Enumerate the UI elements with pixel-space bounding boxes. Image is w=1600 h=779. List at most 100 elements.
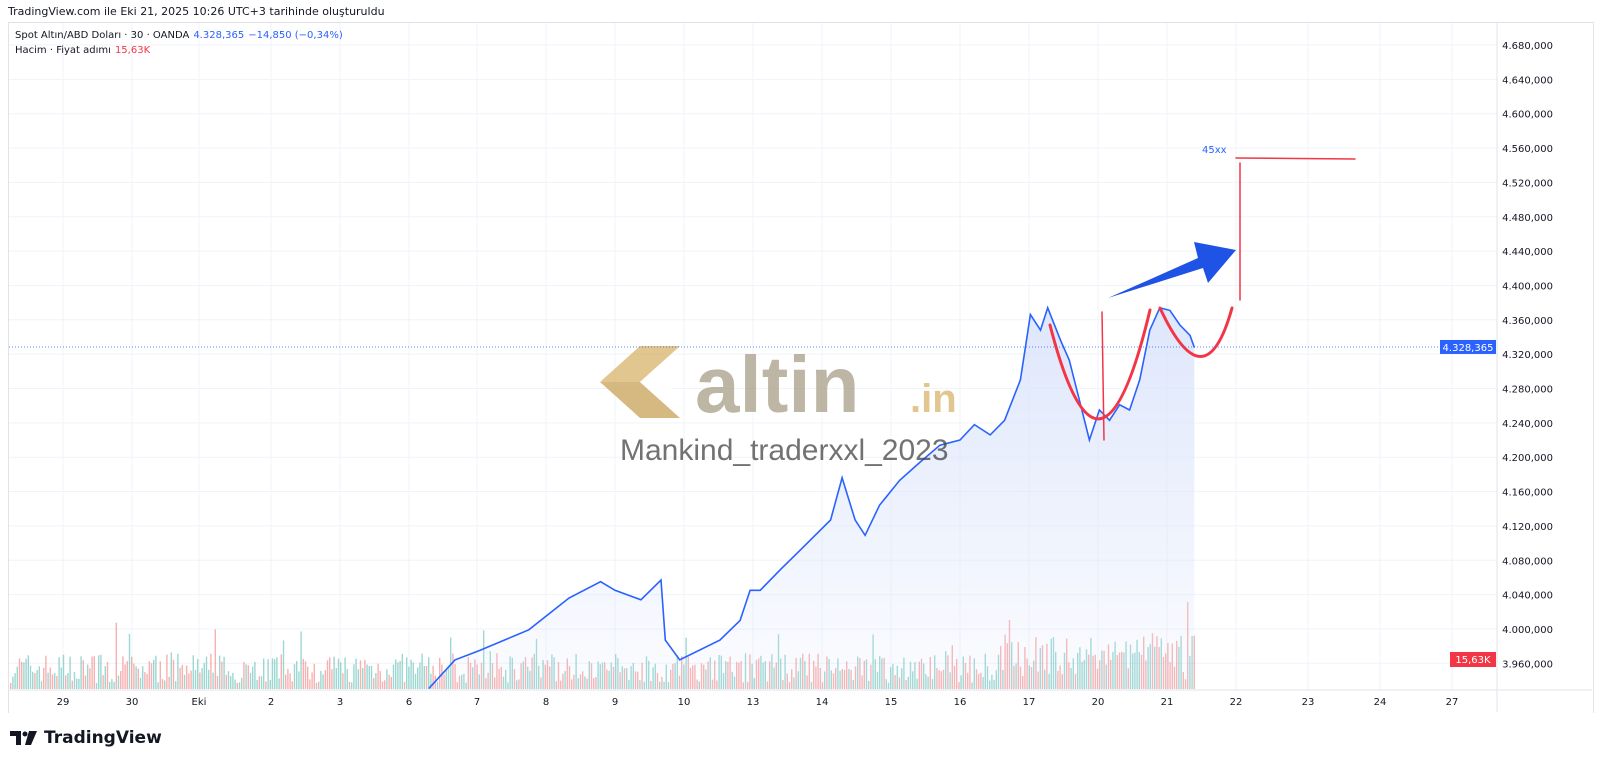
price-point <box>568 597 570 599</box>
price-point <box>454 659 456 661</box>
price-point <box>664 639 666 641</box>
volume-bar <box>375 672 377 689</box>
volume-bar <box>155 655 157 689</box>
price-point <box>749 589 751 591</box>
x-tick-label: 3 <box>337 697 343 708</box>
x-tick-label: 8 <box>543 697 549 708</box>
price-point <box>1088 439 1090 441</box>
volume-bar <box>144 672 146 689</box>
y-tick-label: 4.600,000 <box>1502 110 1553 121</box>
volume-bar <box>32 671 34 689</box>
volume-bar <box>93 656 95 689</box>
x-tick-label: 27 <box>1446 697 1459 708</box>
volume-bar <box>201 668 203 689</box>
volume-bar <box>381 681 384 689</box>
volume-bar <box>392 664 395 689</box>
volume-bar <box>73 671 76 689</box>
x-tick-label: 17 <box>1023 697 1036 708</box>
volume-bar <box>322 674 324 689</box>
x-tick-label: 6 <box>406 697 412 708</box>
y-tick-label: 4.000,000 <box>1502 625 1553 636</box>
volume-bar <box>84 675 87 689</box>
volume-bar <box>124 664 126 689</box>
volume-bar <box>14 673 16 689</box>
volume-bar <box>313 663 315 689</box>
price-point <box>1068 359 1070 361</box>
volume-bar <box>337 658 340 689</box>
volume-bar <box>241 677 243 689</box>
x-tick-label: 30 <box>126 697 139 708</box>
volume-bar <box>359 660 362 689</box>
y-tick-label: 4.640,000 <box>1502 75 1553 86</box>
price-point <box>1129 409 1131 411</box>
volume-bar <box>197 658 199 689</box>
cup-depth-line <box>1101 311 1105 441</box>
volume-bar <box>221 661 223 689</box>
volume-bar <box>291 681 293 689</box>
volume-bar <box>104 666 106 689</box>
volume-bar <box>199 672 201 689</box>
volume-bar <box>95 682 98 689</box>
volume-bar <box>122 656 124 689</box>
volume-bar <box>214 629 216 689</box>
volume-bar <box>232 672 234 689</box>
price-point <box>739 619 741 621</box>
volume-bar <box>276 657 278 689</box>
volume-bar <box>34 673 36 689</box>
volume-bar <box>29 665 32 689</box>
volume-bar <box>351 682 353 689</box>
volume-bar <box>342 673 344 689</box>
volume-bar <box>23 662 25 689</box>
volume-bar <box>329 657 331 689</box>
symbol-price: 4.328,365 <box>193 30 245 41</box>
volume-bar <box>324 670 326 689</box>
symbol-name: Spot Altın/ABD Doları · 30 · OANDA <box>15 30 190 41</box>
volume-bar <box>274 659 276 689</box>
y-tick-label: 4.680,000 <box>1502 41 1553 52</box>
volume-bar <box>238 682 241 689</box>
tradingview-logo-text: TradingView <box>44 728 162 748</box>
price-point <box>428 687 430 689</box>
last-price-badge <box>1440 339 1496 354</box>
volume-legend[interactable]: Hacim · Fiyat adımı 15,63K <box>15 43 343 58</box>
x-tick-label: 23 <box>1302 697 1315 708</box>
price-line[interactable] <box>428 305 1196 689</box>
volume-bar <box>164 680 166 689</box>
price-point <box>640 599 642 601</box>
volume-bar <box>175 681 177 689</box>
symbol-legend[interactable]: Spot Altın/ABD Doları · 30 · OANDA 4.328,… <box>15 28 343 43</box>
drawings[interactable] <box>1048 157 1356 441</box>
price-point <box>779 569 781 571</box>
price-point <box>919 461 921 463</box>
volume-bar <box>210 653 212 689</box>
volume-bar <box>379 671 381 689</box>
watermark-brand-suffix: .in <box>910 377 957 421</box>
tradingview-logo[interactable]: TradingView <box>10 728 162 748</box>
volume-bar <box>25 658 27 689</box>
price-point <box>1098 409 1101 411</box>
volume-bar <box>423 665 425 689</box>
trend-arrow-icon[interactable] <box>1108 242 1236 298</box>
price-point <box>830 519 832 521</box>
volume-bar <box>373 678 375 689</box>
y-tick-label: 4.280,000 <box>1502 385 1553 396</box>
chart-legend: Spot Altın/ABD Doları · 30 · OANDA 4.328,… <box>15 28 343 58</box>
volume-legend-label: Hacim · Fiyat adımı <box>15 45 111 56</box>
target-horizontal-line <box>1235 157 1356 160</box>
volume-bar <box>51 674 54 689</box>
volume-bar <box>208 669 210 689</box>
volume-bar <box>302 658 304 689</box>
price-point <box>939 444 941 446</box>
y-tick-label: 4.480,000 <box>1502 213 1553 224</box>
x-tick-label: 13 <box>747 697 760 708</box>
price-point <box>600 581 602 583</box>
price-point <box>1060 339 1062 342</box>
y-tick-label: 4.240,000 <box>1502 419 1553 430</box>
y-tick-label: 4.160,000 <box>1502 488 1553 499</box>
volume-bar <box>168 676 170 689</box>
volume-bar <box>192 655 194 689</box>
volume-bar <box>414 673 417 689</box>
volume-bar <box>172 659 175 689</box>
y-tick-label: 4.120,000 <box>1502 522 1553 533</box>
